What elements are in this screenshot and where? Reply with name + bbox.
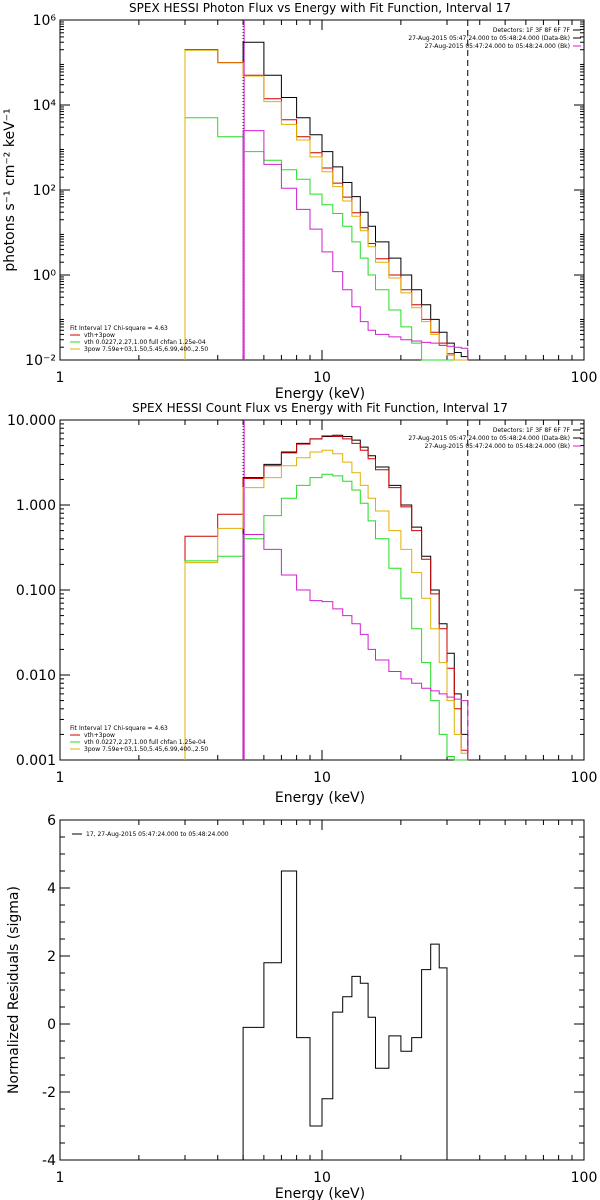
y-tick-label: 1.000 [16, 498, 56, 514]
count-flux-xlabel: Energy (keV) [275, 790, 365, 806]
x-tick-label: 100 [571, 1170, 598, 1186]
series-3-step-line [184, 49, 468, 361]
count-flux-panel: SPEX HESSI Count Flux vs Energy with Fit… [7, 401, 597, 806]
legend-entry: 17, 27-Aug-2015 05:47:24.000 to 05:48:24… [86, 831, 229, 838]
legend-entry: vth 0.0227,2.27,1.00 full chfan 1.25e-04 [84, 739, 206, 746]
count-flux-plot-frame [59, 419, 585, 761]
residuals-ylabel: Normalized Residuals (sigma) [6, 886, 22, 1094]
top-right-label: Detectors: 1F 3F 8F 6F 7F [493, 427, 571, 434]
legend-entry: 3pow 7.59e+03,1.50,5.45,6.99,400.,2.50 [84, 746, 208, 753]
residuals-panel: 1 10 100 -4 -2 0 2 4 6 17, 27-Aug-2015 05:47:24.0… [6, 813, 597, 1200]
x-tick-label: 10 [313, 1170, 331, 1186]
legend-entry: vth+3pow [84, 332, 115, 339]
legend-entry: 3pow 7.59e+03,1.50,5.45,6.99,400.,2.50 [84, 346, 208, 353]
y-tick-label: -4 [42, 1153, 56, 1169]
y-tick-label: 10⁻² [25, 353, 56, 369]
legend-header: Fit Interval 17 Chi-square = 4.63 [70, 725, 168, 732]
y-tick-label: 0.001 [16, 753, 56, 769]
y-tick-label: 0.100 [16, 583, 56, 599]
x-tick-label: 10 [313, 770, 331, 786]
y-tick-label: 6 [47, 813, 56, 829]
count-flux-title: SPEX HESSI Count Flux vs Energy with Fit… [132, 401, 508, 415]
top-right-label: 27-Aug-2015 05:47:24.000 to 05:48:24.000… [408, 435, 570, 442]
y-tick-label: 0.010 [16, 668, 56, 684]
photon-flux-ylabel: photons s⁻¹ cm⁻² keV⁻¹ [2, 108, 18, 271]
series-4-step-line [242, 534, 469, 760]
x-tick-label: 100 [571, 770, 598, 786]
y-tick-label: 4 [47, 881, 56, 897]
top-right-label: Detectors: 1F 3F 8F 6F 7F [493, 27, 571, 34]
legend-entry: vth+3pow [84, 732, 115, 739]
y-tick-label: 10⁰ [33, 268, 57, 284]
x-tick-label: 10 [313, 370, 331, 386]
x-tick-label: 1 [56, 770, 65, 786]
legend-entry: vth 0.0227,2.27,1.00 full chfan 1.25e-04 [84, 339, 206, 346]
series-0-step-line [184, 41, 469, 360]
series-3-step-line [184, 449, 469, 760]
y-tick-label: 2 [47, 949, 56, 965]
series-2-step-line [184, 117, 468, 361]
x-tick-label: 1 [56, 1170, 65, 1186]
y-tick-label: -2 [42, 1085, 56, 1101]
photon-flux-title: SPEX HESSI Photon Flux vs Energy with Fi… [129, 1, 511, 15]
y-tick-label: 10⁴ [33, 98, 57, 114]
x-tick-label: 100 [571, 370, 598, 386]
y-tick-label: 0 [47, 1017, 56, 1033]
top-right-label: 27-Aug-2015 05:47:24.000 to 05:48:24.000… [425, 443, 570, 450]
series-4-step-line [242, 130, 469, 360]
top-right-label: 27-Aug-2015 05:47:24.000 to 05:48:24.000… [425, 43, 570, 50]
y-tick-label: 10⁶ [33, 13, 57, 29]
series-1-step-line [184, 435, 469, 760]
series-0-step-line [242, 870, 448, 1160]
series-0-step-line [242, 434, 469, 760]
y-tick-label: 10.000 [7, 413, 56, 429]
y-tick-label: 10² [33, 183, 56, 199]
photon-flux-plot-frame [59, 19, 585, 361]
photon-flux-panel: SPEX HESSI Photon Flux vs Energy with Fi… [2, 1, 597, 402]
residuals-xlabel: Energy (keV) [275, 1186, 365, 1200]
series-2-step-line [184, 473, 468, 761]
top-right-label: 27-Aug-2015 05:47:24.000 to 05:48:24.000… [408, 35, 570, 42]
photon-flux-xlabel: Energy (keV) [275, 386, 365, 402]
legend-header: Fit Interval 17 Chi-square = 4.63 [70, 325, 168, 332]
x-tick-label: 1 [56, 370, 65, 386]
